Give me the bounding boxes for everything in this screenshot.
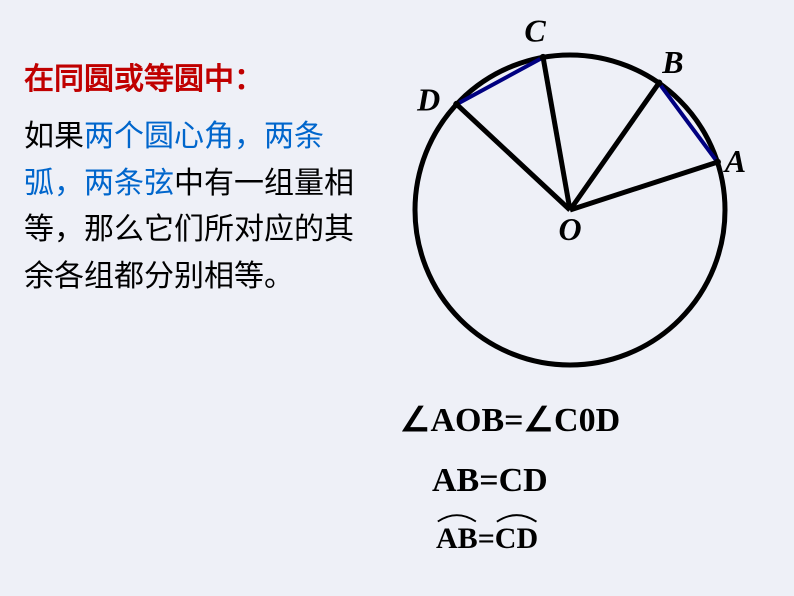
label-A: A <box>723 143 746 179</box>
formula-chord: AB=CD <box>432 462 780 500</box>
chord-CD <box>457 57 543 104</box>
body-part1: 如果 <box>24 120 84 153</box>
arc-right: CD <box>495 522 538 555</box>
point-labels: A B C D O <box>416 12 746 247</box>
chord-AB <box>659 83 718 162</box>
point-A <box>714 159 721 166</box>
radius-OA <box>570 162 717 210</box>
point-C <box>540 54 547 61</box>
label-O: O <box>558 211 581 247</box>
point-B <box>655 80 662 87</box>
arc-eq: = <box>478 522 495 555</box>
title-text: 在同圆或等圆中： <box>24 56 364 104</box>
label-D: D <box>416 81 440 117</box>
arc-mark-icon <box>436 510 478 524</box>
label-B: B <box>661 44 683 80</box>
arc-AB: AB <box>436 522 478 556</box>
point-D <box>453 101 460 108</box>
text-block: 在同圆或等圆中： 如果两个圆心角，两条弧，两条弦中有一组量相等，那么它们所对应的… <box>24 56 364 300</box>
arc-mark-icon <box>495 510 538 524</box>
formula-arc: AB = CD <box>436 522 780 556</box>
radii-lines <box>457 57 718 210</box>
body-text: 如果两个圆心角，两条弧，两条弦中有一组量相等，那么它们所对应的其余各组都分别相等… <box>24 114 364 300</box>
arc-left: AB <box>436 522 478 555</box>
diagram-svg: A B C D O <box>370 10 770 390</box>
circle-diagram: A B C D O <box>370 10 770 390</box>
radius-OB <box>570 83 659 210</box>
arc-CD: CD <box>495 522 538 556</box>
formula-angle: ∠AOB=∠C0D <box>400 400 780 440</box>
label-C: C <box>524 12 546 48</box>
formulas-block: ∠AOB=∠C0D AB=CD AB = CD <box>400 400 780 578</box>
